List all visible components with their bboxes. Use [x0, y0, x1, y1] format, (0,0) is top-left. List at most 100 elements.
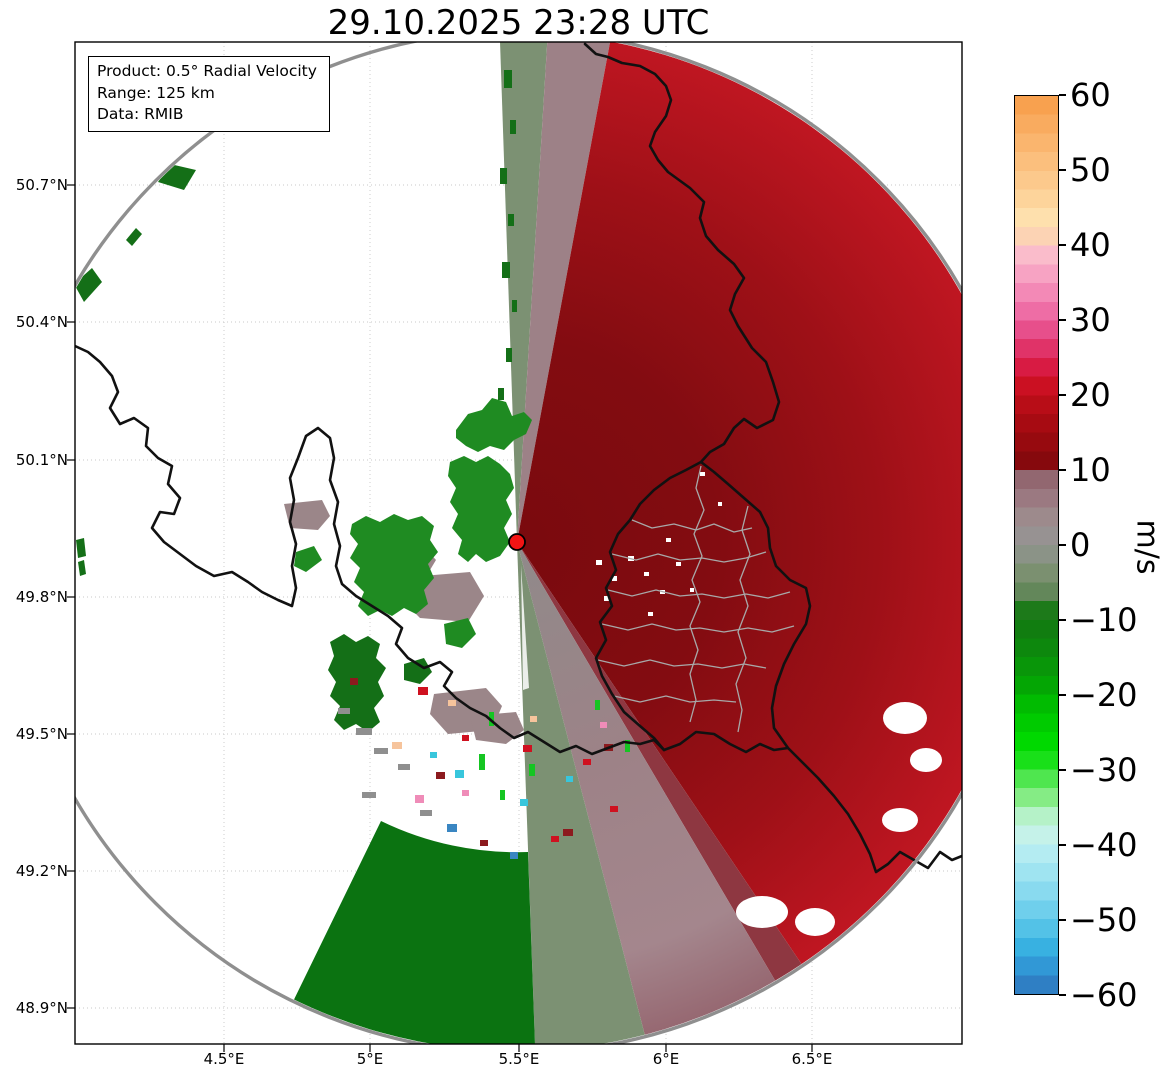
white-echo-holes	[596, 472, 942, 936]
noise-speck	[430, 752, 437, 758]
noise-specks	[338, 678, 630, 859]
plot-frame	[74, 41, 963, 1045]
colorbar-tick-label-60: 60	[1070, 76, 1111, 114]
noise-speck	[455, 770, 464, 778]
plot-title: 29.10.2025 23:28 UTC	[327, 3, 710, 43]
country-borders	[75, 42, 962, 874]
colorbar-tick-label--50: −50	[1070, 901, 1138, 939]
colorbar-tick--30	[1059, 769, 1066, 771]
lat-tick-label-6: 48.9°N	[15, 999, 68, 1017]
colorbar-tick-label--10: −10	[1070, 601, 1138, 639]
green-strip	[502, 262, 510, 278]
noise-speck	[520, 799, 528, 806]
noise-speck	[415, 795, 424, 803]
noise-speck	[447, 824, 457, 832]
radar-site-marker	[508, 533, 526, 551]
green-strip	[506, 348, 512, 362]
colorbar-tick--50	[1059, 919, 1066, 921]
noise-speck	[563, 829, 573, 836]
noise-speck	[529, 764, 535, 776]
lon-tick-label-0: 4.5°E	[203, 1050, 245, 1068]
noise-speck	[392, 742, 402, 749]
noise-speck	[420, 810, 432, 816]
radar-data-field	[75, 42, 962, 1044]
info-product: Product: 0.5° Radial Velocity	[97, 62, 317, 80]
noise-speck	[448, 700, 456, 706]
colorbar-tick-label-30: 30	[1070, 301, 1111, 339]
noise-speck	[374, 748, 388, 754]
noise-speck	[398, 764, 410, 770]
echo-hole	[612, 576, 617, 581]
noise-speck	[610, 806, 618, 812]
lat-tick-label-3: 49.8°N	[15, 588, 68, 606]
border-be-de-lu-fr-east	[583, 42, 962, 874]
colorbar-tick--40	[1059, 844, 1066, 846]
noise-speck	[510, 852, 518, 859]
noise-speck	[600, 722, 607, 728]
lon-tick-label-4: 6.5°E	[791, 1050, 833, 1068]
info-range: Range: 125 km	[97, 83, 215, 102]
colorbar-tick-60	[1059, 94, 1066, 96]
east-receding-sector	[517, 42, 962, 981]
echo-gap	[910, 748, 942, 772]
colorbar-tick-40	[1059, 244, 1066, 246]
noise-speck	[566, 776, 573, 782]
lat-tick-label-5: 49.2°N	[15, 862, 68, 880]
noise-speck	[362, 792, 376, 798]
lat-tick-label-0: 50.7°N	[15, 176, 68, 194]
echo-hole	[700, 472, 705, 476]
info-data-source: Data: RMIB	[97, 105, 184, 123]
green-strip	[500, 168, 507, 184]
colorbar-tick-50	[1059, 169, 1066, 171]
white-radial-streaks	[505, 565, 529, 702]
echo-gap	[883, 702, 927, 734]
noise-speck	[462, 790, 469, 796]
green-strip	[498, 388, 504, 400]
colorbar-tick-20	[1059, 394, 1066, 396]
noise-speck	[479, 754, 485, 770]
echo-hole	[676, 562, 681, 566]
colorbar-tick-10	[1059, 469, 1066, 471]
luxembourg-canton-borders	[597, 465, 795, 733]
colorbar-gradient	[1015, 96, 1058, 994]
echo-hole	[690, 588, 694, 592]
colorbar-tick-label--30: −30	[1070, 751, 1138, 789]
southeast-maroon-transition	[517, 542, 813, 999]
echo-hole	[648, 612, 653, 616]
echo-hole	[644, 572, 649, 576]
noise-speck	[350, 678, 358, 685]
noise-speck	[595, 700, 600, 710]
colorbar-tick-label--20: −20	[1070, 676, 1138, 714]
echo-hole	[718, 502, 722, 506]
lon-tick-label-3: 6°E	[652, 1050, 680, 1068]
colorbar-tick--10	[1059, 619, 1066, 621]
echo-gap	[795, 908, 835, 936]
echo-hole	[596, 560, 602, 565]
product-info-box: Product: 0.5° Radial Velocity Range: 125…	[88, 56, 330, 132]
lat-tick-label-2: 50.1°N	[15, 451, 68, 469]
border-fr-be-south	[75, 344, 666, 756]
colorbar-tick-label--40: −40	[1070, 826, 1138, 864]
lon-tick-label-1: 5°E	[356, 1050, 384, 1068]
green-strip	[512, 300, 517, 312]
noise-speck	[436, 772, 445, 779]
colorbar	[1014, 95, 1059, 995]
axis-tick-marks	[67, 184, 813, 1052]
noise-speck	[530, 716, 537, 722]
noise-speck	[462, 735, 469, 741]
zero-band-north-graygreen	[499, 42, 549, 542]
colorbar-tick-label-10: 10	[1070, 451, 1111, 489]
colorbar-tick-label-50: 50	[1070, 151, 1111, 189]
band-edge-green-strips	[498, 70, 517, 400]
noise-speck	[356, 728, 372, 735]
south-graygreen-band	[517, 542, 650, 1044]
colorbar-tick-label-20: 20	[1070, 376, 1111, 414]
colorbar-tick-0	[1059, 544, 1066, 546]
colorbar-tick-label-40: 40	[1070, 226, 1111, 264]
colorbar-tick-label--60: −60	[1070, 976, 1138, 1014]
noise-speck	[500, 790, 505, 800]
echo-hole	[666, 538, 671, 542]
noise-speck	[338, 708, 350, 714]
